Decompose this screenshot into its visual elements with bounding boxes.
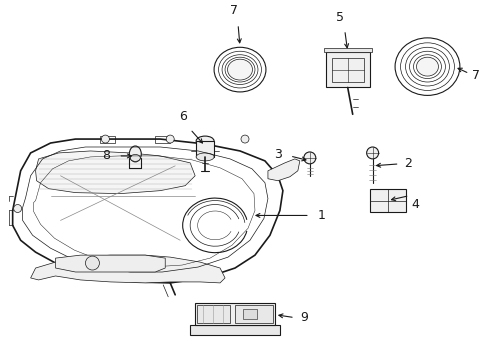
Text: 8: 8	[102, 149, 110, 162]
Text: 9: 9	[299, 311, 307, 324]
Polygon shape	[190, 325, 279, 334]
Text: 6: 6	[179, 110, 187, 123]
Circle shape	[303, 152, 315, 164]
Polygon shape	[369, 189, 405, 212]
Circle shape	[101, 135, 109, 143]
Ellipse shape	[227, 59, 252, 80]
Text: 7: 7	[229, 4, 238, 17]
Circle shape	[366, 147, 378, 159]
Ellipse shape	[130, 154, 140, 161]
Polygon shape	[195, 303, 274, 325]
Polygon shape	[197, 305, 229, 323]
Polygon shape	[196, 141, 214, 157]
Circle shape	[85, 256, 99, 270]
Polygon shape	[36, 151, 195, 194]
Polygon shape	[325, 52, 369, 87]
Circle shape	[241, 135, 248, 143]
Polygon shape	[235, 305, 272, 323]
Text: 7: 7	[471, 69, 479, 82]
Polygon shape	[323, 48, 371, 52]
Text: 2: 2	[404, 157, 411, 170]
Text: 3: 3	[273, 148, 281, 161]
Text: 5: 5	[335, 11, 343, 24]
Text: 4: 4	[411, 198, 419, 211]
Circle shape	[166, 135, 174, 143]
Polygon shape	[31, 255, 224, 283]
Ellipse shape	[196, 136, 214, 146]
Ellipse shape	[196, 153, 214, 161]
Circle shape	[14, 204, 21, 212]
Ellipse shape	[416, 57, 438, 76]
Polygon shape	[13, 139, 283, 283]
Text: 1: 1	[317, 209, 325, 222]
Polygon shape	[267, 159, 299, 181]
Polygon shape	[243, 309, 256, 319]
Ellipse shape	[129, 146, 141, 162]
Polygon shape	[56, 255, 165, 272]
